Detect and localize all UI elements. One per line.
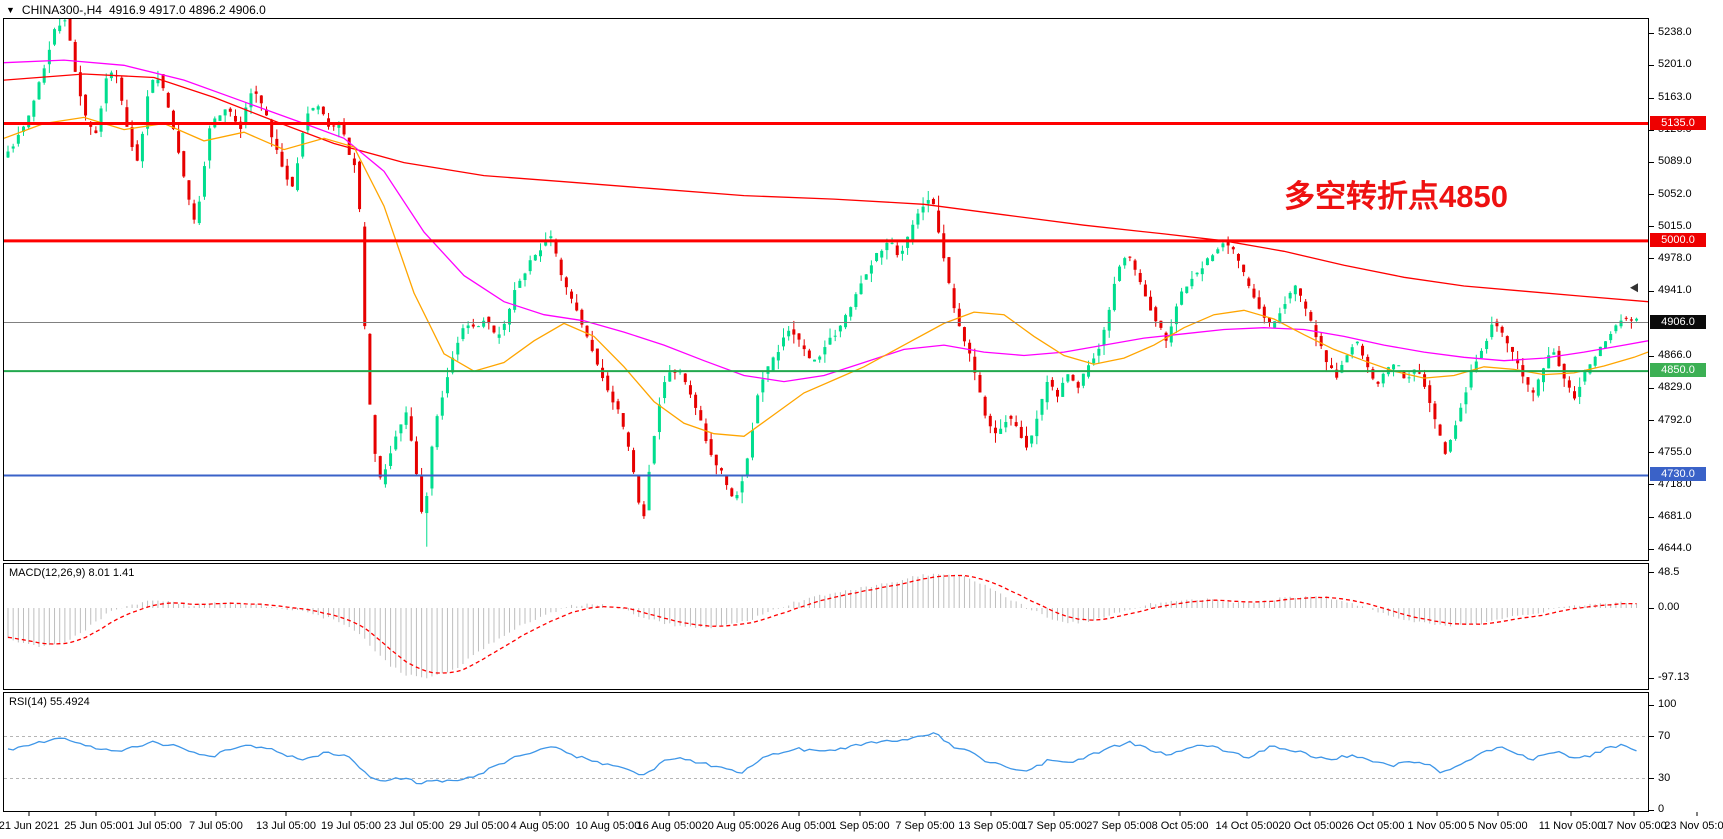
- axis-tick: [1649, 452, 1654, 454]
- axis-tick: [1649, 704, 1654, 706]
- axis-tick: [1649, 572, 1654, 574]
- price-box-label: 4730.0: [1650, 467, 1706, 482]
- axis-tick: [1649, 355, 1654, 357]
- axis-tick: [1649, 778, 1654, 779]
- ohlc-values: 4916.9 4917.0 4896.2 4906.0: [108, 3, 266, 17]
- axis-tick: [1649, 258, 1654, 260]
- price-tick-label: 48.5: [1658, 565, 1680, 578]
- price-tick-label: 5015.0: [1658, 219, 1692, 232]
- ma-fast-orange: [4, 116, 1648, 437]
- price-tick-label: 5238.0: [1658, 26, 1692, 38]
- time-tick-label: 5 Nov 05:00: [1468, 820, 1527, 832]
- rsi-line: [7, 732, 1637, 785]
- annotation-text: 多空转折点4850: [1284, 179, 1508, 214]
- axis-tick: [1649, 194, 1654, 196]
- axis-tick: [1649, 387, 1654, 389]
- time-tick-label: 27 Sep 05:00: [1086, 820, 1151, 832]
- axis-tick: [1649, 32, 1654, 34]
- time-tick-label: 20 Aug 05:00: [702, 820, 767, 832]
- time-axis[interactable]: 21 Jun 2021 25 Jun 05:00 1 Jul 05:00 7 Jul …: [0, 812, 1723, 839]
- axis-tick: [1649, 607, 1654, 609]
- axis-tick: [1649, 161, 1654, 163]
- axis-tick: [1649, 677, 1654, 679]
- axis-tick: [1649, 736, 1654, 737]
- time-tick-label: 10 Aug 05:00: [576, 820, 641, 832]
- price-tick-label: 0.00: [1658, 601, 1680, 613]
- macd-panel[interactable]: MACD(12,26,9) 8.01 1.41: [3, 563, 1649, 690]
- time-tick-label: 4 Aug 05:00: [511, 820, 570, 832]
- time-tick-label: 7 Jul 05:00: [189, 820, 243, 832]
- axis-tick: [1649, 226, 1654, 228]
- time-tick-label: 17 Nov 05:00: [1601, 820, 1666, 832]
- time-tick-label: 26 Oct 05:00: [1342, 820, 1405, 832]
- time-tick-label: 26 Aug 05:00: [767, 820, 832, 832]
- price-tick-label: 5089.0: [1658, 155, 1692, 168]
- price-tick-label: 5201.0: [1658, 58, 1692, 71]
- time-tick-label: 17 Sep 05:00: [1021, 820, 1086, 832]
- macd-label: MACD(12,26,9) 8.01 1.41: [9, 567, 135, 579]
- axis-tick: [1649, 420, 1654, 422]
- time-tick-label: 20 Oct 05:00: [1279, 820, 1342, 832]
- time-tick-label: 11 Nov 05:00: [1539, 820, 1604, 832]
- rsi-chart[interactable]: [4, 693, 1648, 811]
- price-tick-label: 4941.0: [1658, 284, 1692, 297]
- right-edge-arrow-icon: [1630, 283, 1638, 293]
- axis-tick: [1649, 809, 1654, 811]
- price-tick-label: 30: [1658, 771, 1671, 784]
- macd-chart[interactable]: [4, 564, 1648, 689]
- price-box-label: 5000.0: [1650, 232, 1706, 247]
- axis-tick: [1649, 97, 1654, 99]
- axis-tick: [1649, 516, 1654, 518]
- time-tick-label: 1 Nov 05:00: [1407, 820, 1466, 832]
- macd-signal-line: [7, 574, 1637, 674]
- symbol-dropdown-icon[interactable]: ▼: [6, 4, 15, 15]
- time-tick-label: 23 Jul 05:00: [384, 820, 444, 832]
- time-tick-label: 16 Aug 05:00: [637, 820, 702, 832]
- price-tick-label: 4755.0: [1658, 445, 1692, 458]
- symbol-period-label: CHINA300-,H4: [21, 3, 102, 17]
- time-tick-label: 29 Jul 05:00: [449, 820, 509, 832]
- time-tick-label: 14 Oct 05:00: [1216, 820, 1279, 832]
- price-box-label: 4850.0: [1650, 363, 1706, 378]
- time-tick-label: 7 Sep 05:00: [895, 820, 954, 832]
- time-tick-label: 1 Sep 05:00: [830, 820, 889, 832]
- axis-tick: [1649, 548, 1654, 550]
- price-box-label: 4906.0: [1650, 314, 1706, 329]
- axis-tick: [1649, 129, 1654, 131]
- price-tick-label: 100: [1658, 698, 1677, 710]
- price-tick-label: 4792.0: [1658, 413, 1692, 426]
- price-tick-label: 4978.0: [1658, 251, 1692, 264]
- price-axis[interactable]: 5238.05201.05163.05126.05089.05052.05015…: [1649, 0, 1723, 815]
- time-tick-label: 13 Jul 05:00: [256, 820, 316, 832]
- time-tick-label: 1 Jul 05:00: [128, 820, 182, 832]
- price-box-label: 5135.0: [1650, 115, 1706, 130]
- ma-slow-red: [4, 73, 1648, 303]
- price-tick-label: 4644.0: [1658, 542, 1692, 555]
- time-tick-label: 8 Oct 05:00: [1152, 820, 1209, 832]
- price-tick-label: 4829.0: [1658, 381, 1692, 394]
- price-tick-label: 4681.0: [1658, 510, 1692, 523]
- time-tick-label: 19 Jul 05:00: [321, 820, 381, 832]
- time-tick-label: 25 Jun 05:00: [64, 820, 128, 832]
- rsi-panel[interactable]: RSI(14) 55.4924: [3, 692, 1649, 812]
- price-tick-label: -97.13: [1658, 671, 1690, 684]
- axis-tick: [1649, 484, 1654, 486]
- candlestick-chart[interactable]: [4, 19, 1648, 560]
- price-tick-label: 5052.0: [1658, 187, 1692, 200]
- price-tick-label: 5163.0: [1658, 91, 1692, 104]
- price-tick-label: 0: [1658, 803, 1665, 815]
- rsi-label: RSI(14) 55.4924: [9, 696, 90, 708]
- main-chart-panel[interactable]: 多空转折点4850: [3, 18, 1649, 561]
- time-tick-label: 21 Jun 2021: [0, 820, 59, 832]
- axis-tick: [1649, 290, 1654, 292]
- price-tick-label: 70: [1658, 729, 1671, 742]
- axis-tick: [1649, 64, 1654, 66]
- time-tick-label: 13 Sep 05:00: [958, 820, 1023, 832]
- price-tick-label: 4866.0: [1658, 349, 1692, 362]
- chart-title-row: ▼ CHINA300-,H4 4916.9 4917.0 4896.2 4906…: [6, 2, 266, 18]
- time-tick-label: 23 Nov 05:00: [1664, 820, 1723, 832]
